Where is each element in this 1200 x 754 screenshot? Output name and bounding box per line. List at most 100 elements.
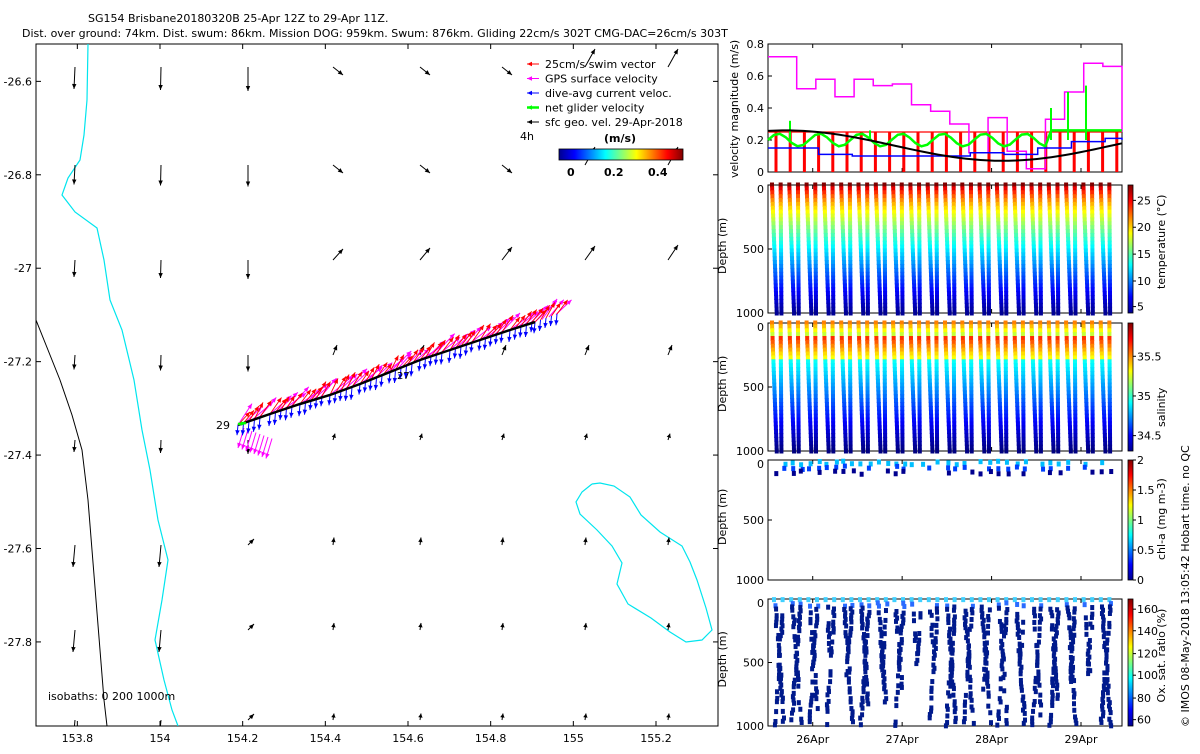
dive-avg-current-arrow <box>297 403 302 417</box>
geo-velocity-arrow <box>71 629 76 653</box>
geo-velocity-arrow <box>666 622 671 631</box>
swim-vector-arrow <box>316 381 327 399</box>
oxsat-cbar-tick-label: 160 <box>1137 603 1158 616</box>
geo-velocity-arrow <box>245 165 251 187</box>
swim-vector-arrow <box>485 324 498 339</box>
geo-velocity-arrow <box>583 622 588 631</box>
geo-velocity-arrow <box>584 245 596 261</box>
dive-avg-current-arrow <box>482 337 488 350</box>
geo-velocity-arrow <box>419 164 431 174</box>
time-tick-label: 27Apr <box>886 733 920 746</box>
geo-velocity-arrow <box>332 164 344 174</box>
dive-avg-current-arrow <box>417 359 422 372</box>
geo-velocity-arrow <box>247 623 255 631</box>
geo-velocity-arrow <box>583 537 588 546</box>
geo-velocity-arrow <box>157 629 162 653</box>
geo-velocity-arrow <box>247 713 255 721</box>
temperature-depth-label: Depth (m) <box>716 218 729 274</box>
temperature-cbar-tick-label: 15 <box>1137 248 1151 261</box>
swim-vector-arrow <box>496 318 507 335</box>
chla-cbar-tick-label: 1 <box>1137 514 1144 527</box>
velocity-ytick-label: 0.2 <box>747 134 765 147</box>
geo-velocity-arrow <box>332 66 344 76</box>
salinity-depth-tick-label: 500 <box>743 381 764 394</box>
geo-velocity-arrow <box>501 246 513 261</box>
map-xtick-label: 155 <box>563 732 584 745</box>
dive-avg-current-arrow <box>398 367 403 380</box>
dive-avg-current-arrow <box>543 317 548 329</box>
chla-cbar-label: chl-a (mg m-3) <box>1155 478 1168 560</box>
temperature-cbar-tick-label: 25 <box>1137 194 1151 207</box>
gps-velocity-arrow <box>241 429 249 450</box>
geo-velocity-arrow <box>72 354 77 370</box>
oxsat-cbar-tick-label: 80 <box>1137 692 1151 705</box>
geo-velocity-arrow <box>331 433 336 441</box>
geo-velocity-arrow <box>418 713 423 721</box>
geo-velocity-arrow <box>500 713 505 721</box>
swim-vector-arrow <box>321 381 331 397</box>
swim-vector-arrow <box>370 363 380 381</box>
geo-velocity-arrow <box>158 164 163 186</box>
temperature-cbar-label: temperature (°C) <box>1155 195 1168 289</box>
gps-velocity-arrow <box>396 352 412 370</box>
dive-avg-current-arrow <box>267 413 272 427</box>
temperature-colorbar <box>1127 184 1134 314</box>
geo-velocity-arrow <box>666 713 671 721</box>
swim-vector-arrow <box>460 331 473 347</box>
oxygen-depth-tick-label: 500 <box>743 657 764 670</box>
geo-velocity-arrow <box>666 537 671 546</box>
legend-arrow-2 <box>527 90 539 96</box>
map-xtick-label: 154.4 <box>310 732 342 745</box>
geo-velocity-arrow <box>158 439 163 454</box>
swim-vector-arrow <box>449 334 460 351</box>
swim-vector-arrow <box>243 409 255 424</box>
dive-avg-current-arrow <box>343 388 349 401</box>
swim-vector-arrow <box>269 397 282 415</box>
dive-avg-current-arrow <box>463 343 469 356</box>
swim-vector-arrow <box>286 395 296 409</box>
title-line2: Dist. over ground: 74km. Dist. swum: 86k… <box>22 27 728 40</box>
velocity-ytick-label: 0.6 <box>747 70 765 83</box>
swim-vector-arrow <box>395 354 405 371</box>
time-tick-label: 29Apr <box>1064 733 1098 746</box>
dive-avg-current-arrow <box>554 313 559 326</box>
swim-vector-arrow <box>515 314 526 329</box>
geo-velocity-arrow <box>72 66 77 90</box>
temperature-depth-tick-label: 500 <box>743 243 764 256</box>
dive-avg-current-arrow <box>548 315 554 327</box>
dive-avg-current-arrow <box>235 424 240 436</box>
swim-vector-arrow <box>280 396 290 411</box>
oxygen-depth-label: Depth (m) <box>716 631 729 687</box>
oxsat-cbar-label: Ox. sat. ratio (%) <box>1155 609 1168 703</box>
salinity-depth-tick-label: 1000 <box>736 445 764 458</box>
geo-velocity-arrow <box>500 622 505 631</box>
swim-vector-arrow <box>545 302 556 319</box>
velocity-ytick-label: 0.8 <box>747 38 765 51</box>
dive-avg-current-arrow <box>439 351 444 365</box>
dive-avg-current-arrow <box>523 323 529 338</box>
temperature-cbar-tick-label: 20 <box>1137 221 1151 234</box>
swim-vector-arrow <box>490 323 502 337</box>
gps-velocity-arrow <box>257 435 265 456</box>
geo-velocity-arrow <box>72 259 77 278</box>
velocity-ytick-label: 0.4 <box>747 102 765 115</box>
oxsat-cbar-tick-label: 140 <box>1137 625 1158 638</box>
dive-avg-current-arrow <box>447 349 452 363</box>
geo-velocity-arrow <box>71 544 76 568</box>
swim-vector-arrow <box>520 311 533 327</box>
geo-velocity-arrow <box>331 713 336 721</box>
geo-velocity-arrow <box>501 344 507 356</box>
oxsat-colorbar <box>1127 598 1134 727</box>
salinity-profiles <box>770 320 1113 454</box>
colorbar-tick-0: 0 <box>567 166 575 179</box>
geo-velocity-arrow <box>418 622 423 631</box>
geo-velocity-arrow <box>245 67 251 91</box>
colorbar-tick-2: 0.4 <box>648 166 668 179</box>
geo-velocity-arrow <box>245 260 251 279</box>
geo-velocity-arrow <box>158 259 163 279</box>
geo-velocity-arrow <box>419 66 431 76</box>
swim-vector-arrow <box>340 374 350 392</box>
swim-vector-arrow <box>479 323 491 341</box>
dive-avg-current-arrow <box>409 363 414 377</box>
